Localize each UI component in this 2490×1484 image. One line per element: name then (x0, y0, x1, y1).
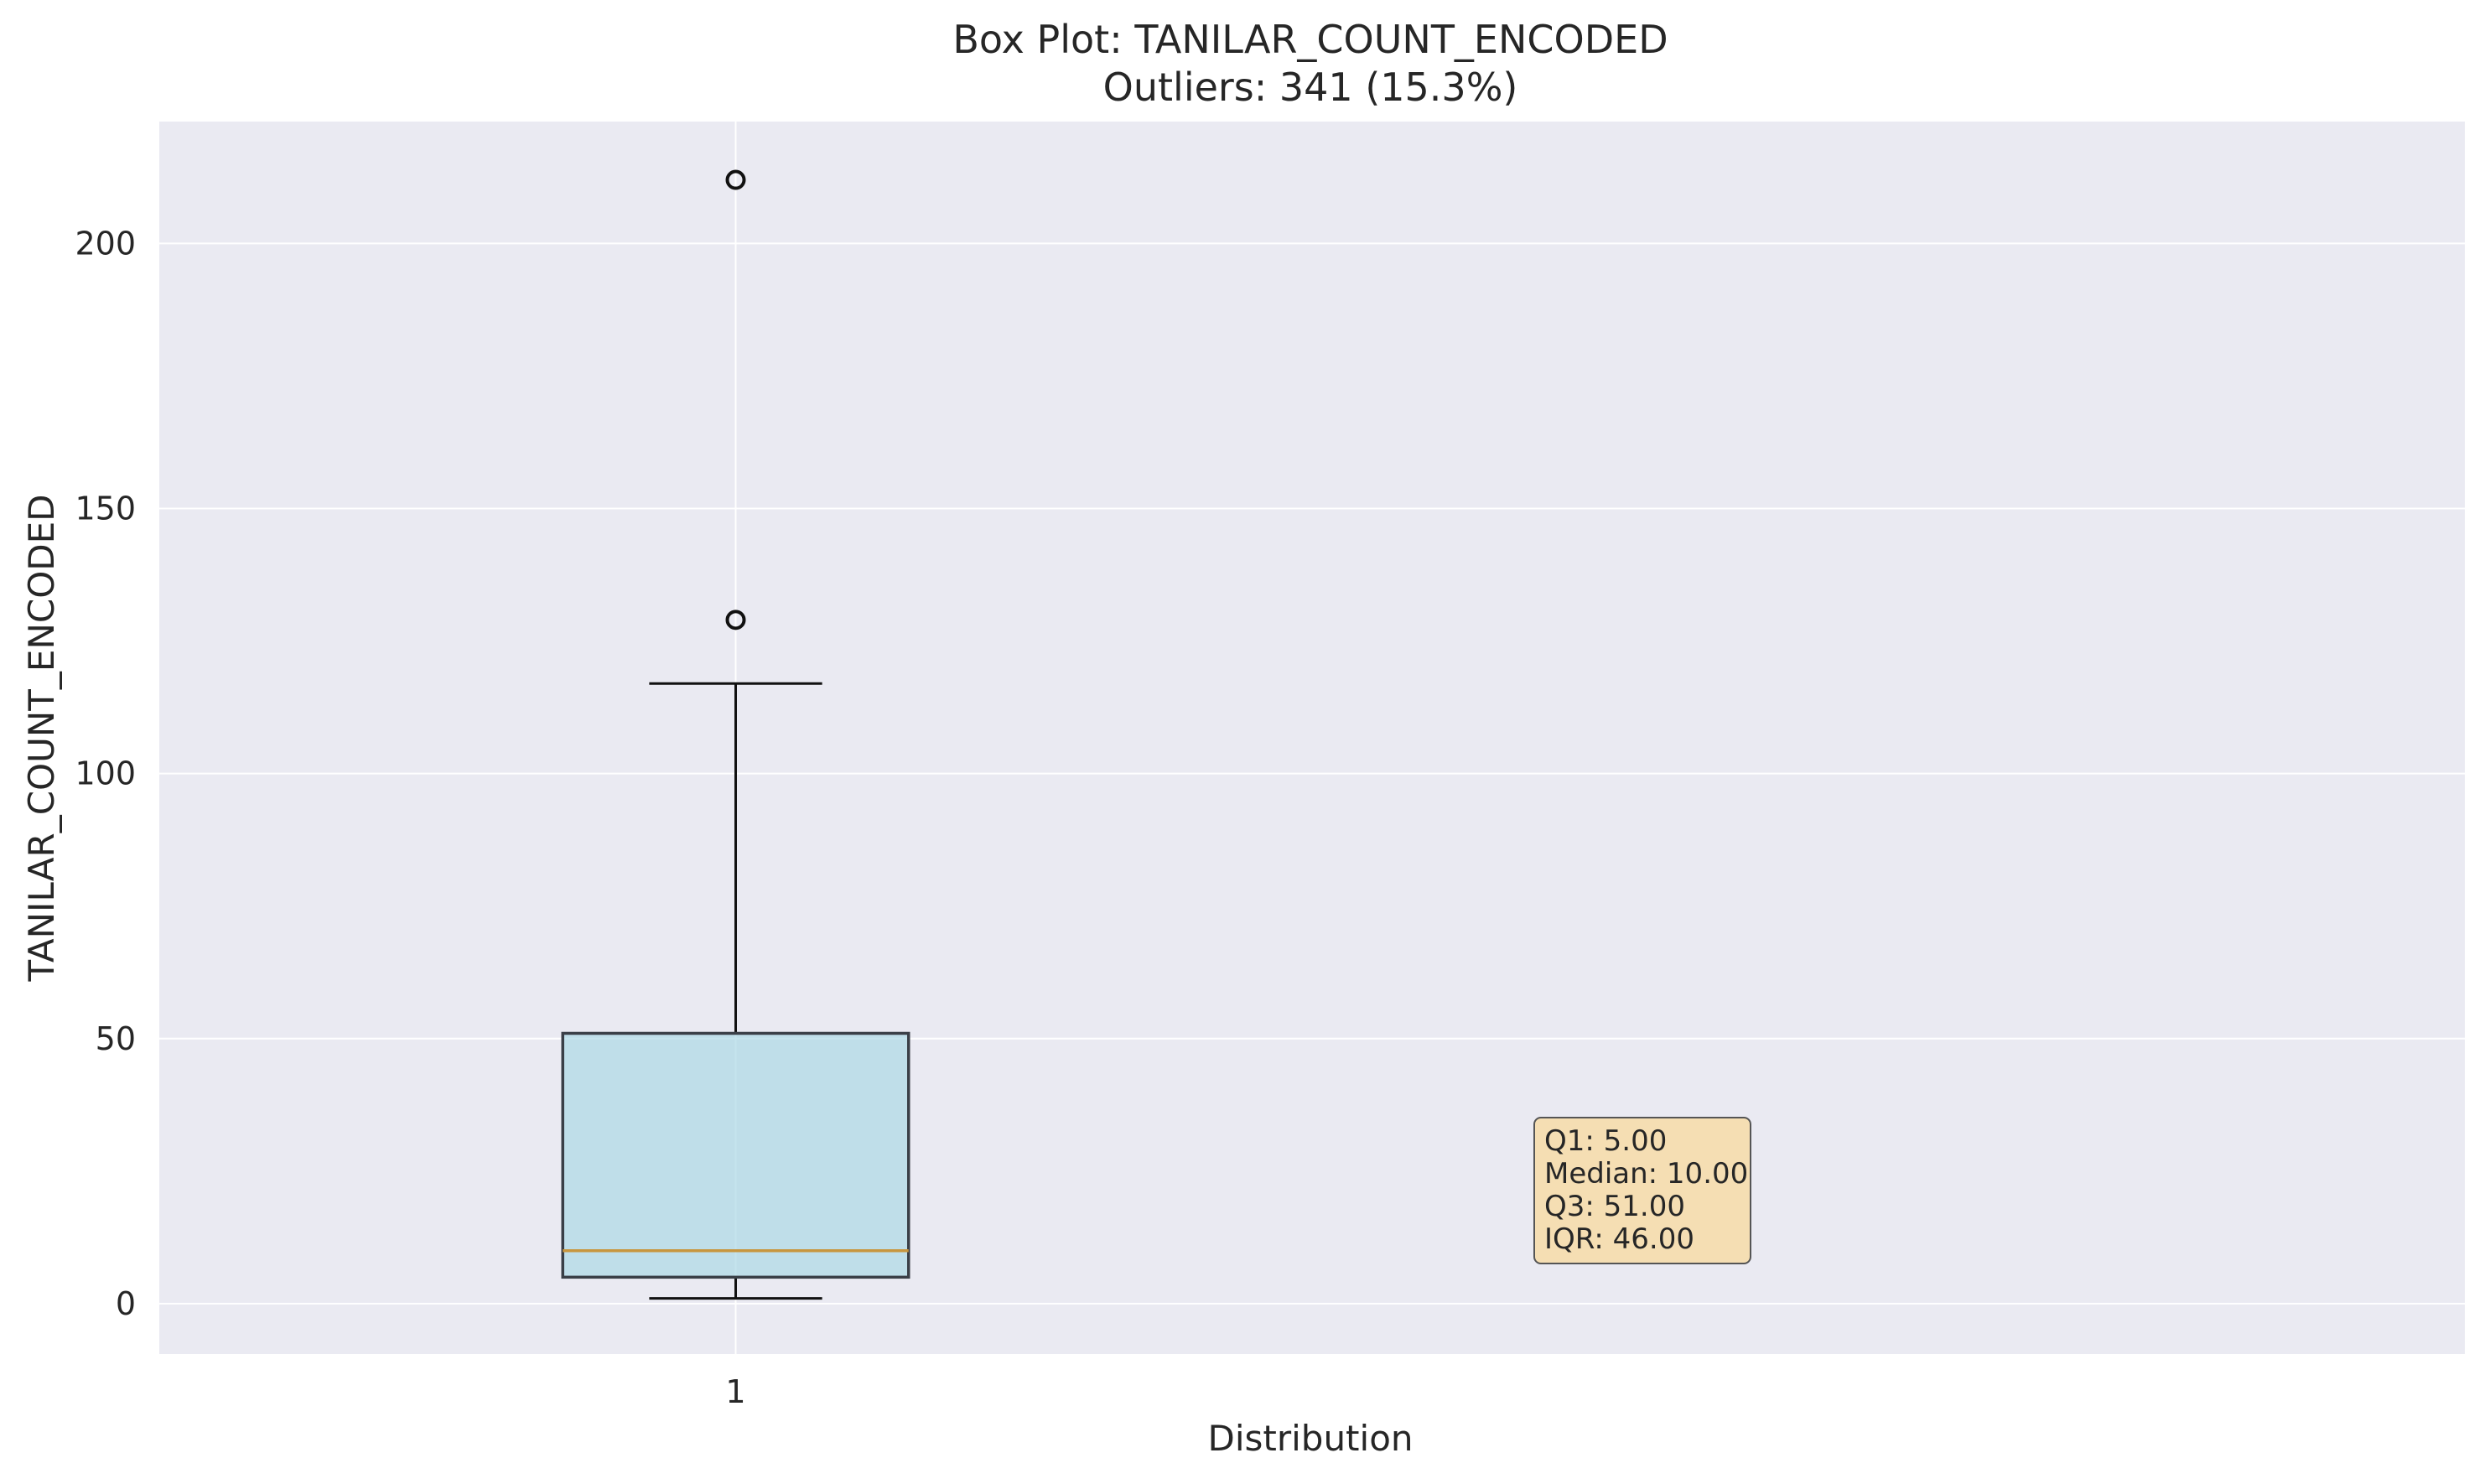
box-plot-series (561, 169, 910, 1300)
stats-line-q1: Q1: 5.00 (1544, 1124, 1667, 1158)
x-tick-label: 1 (725, 1373, 745, 1410)
x-axis-label: Distribution (1207, 1418, 1413, 1459)
stats-annotation: Q1: 5.00 Median: 10.00 Q3: 51.00 IQR: 46… (1533, 1117, 1751, 1264)
y-tick-label: 50 (96, 1020, 136, 1057)
outlier-point (725, 610, 746, 630)
y-tick-label: 100 (75, 755, 136, 792)
outlier-point (725, 169, 746, 190)
y-tick-label: 150 (75, 490, 136, 527)
chart-subtitle: Outliers: 341 (15.3%) (1103, 65, 1518, 110)
x-tick-labels: 1 (725, 1373, 745, 1410)
stats-line-median: Median: 10.00 (1544, 1157, 1748, 1191)
iqr-box (561, 1031, 910, 1279)
y-axis-label: TANILAR_COUNT_ENCODED (21, 495, 62, 983)
y-tick-labels: 0 50 100 150 200 (75, 225, 136, 1322)
plot-area (159, 122, 2465, 1354)
y-tick-label: 200 (75, 225, 136, 262)
stats-line-q3: Q3: 51.00 (1544, 1190, 1685, 1223)
y-tick-label: 0 (116, 1285, 136, 1322)
stats-annotation-box (1533, 1117, 1751, 1264)
chart-title: Box Plot: TANILAR_COUNT_ENCODED (952, 17, 1668, 62)
stats-line-iqr: IQR: 46.00 (1544, 1222, 1694, 1256)
